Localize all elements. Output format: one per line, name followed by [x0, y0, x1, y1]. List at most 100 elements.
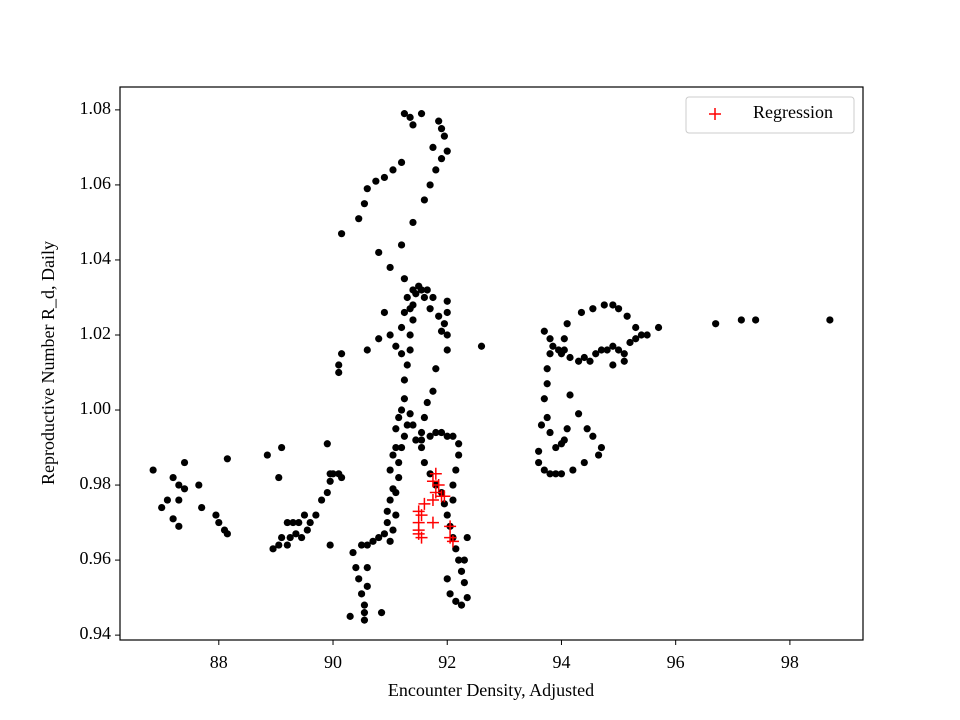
- data-point: [386, 263, 394, 272]
- data-point: [429, 143, 437, 152]
- data-point: [826, 316, 834, 324]
- regression-point: [426, 494, 439, 507]
- data-point: [426, 305, 434, 313]
- data-point: [654, 323, 663, 332]
- data-point: [278, 443, 286, 452]
- data-point: [452, 545, 460, 553]
- data-point: [180, 485, 189, 493]
- data-point: [400, 395, 409, 403]
- data-point: [406, 346, 414, 354]
- data-point: [597, 443, 606, 452]
- data-point: [395, 413, 403, 422]
- data-point: [423, 286, 431, 294]
- data-point: [323, 440, 331, 448]
- data-point: [403, 293, 411, 302]
- data-point: [395, 473, 403, 482]
- regression-point: [415, 509, 428, 522]
- data-point: [337, 473, 346, 482]
- data-point: [614, 305, 623, 313]
- data-point: [440, 320, 448, 328]
- data-point: [457, 601, 466, 609]
- data-point: [295, 518, 303, 527]
- regression-point: [415, 531, 428, 544]
- data-point: [546, 428, 554, 437]
- data-point: [423, 398, 431, 407]
- data-point: [557, 470, 566, 478]
- data-point: [443, 432, 451, 440]
- data-point: [566, 353, 574, 362]
- data-point: [363, 346, 371, 354]
- data-point: [420, 196, 428, 204]
- data-point: [275, 541, 283, 549]
- data-point: [337, 230, 346, 238]
- data-point: [540, 327, 548, 335]
- y-tick-label: 1.06: [80, 173, 112, 193]
- data-point: [363, 541, 371, 549]
- data-point: [355, 215, 363, 223]
- data-point: [449, 481, 457, 489]
- data-point: [540, 395, 548, 403]
- data-point: [406, 305, 414, 313]
- data-point: [326, 477, 334, 485]
- data-point: [392, 443, 400, 452]
- data-point: [360, 601, 369, 609]
- data-point: [306, 518, 314, 527]
- data-point: [283, 541, 291, 549]
- data-point: [477, 342, 486, 350]
- data-point: [406, 331, 414, 339]
- data-point: [589, 305, 597, 313]
- regression-point: [446, 535, 459, 548]
- data-point: [389, 526, 397, 534]
- data-point: [580, 458, 588, 467]
- data-point: [397, 350, 406, 358]
- y-tick-label: 1.04: [80, 248, 112, 268]
- data-point: [597, 346, 606, 354]
- data-point: [400, 275, 409, 283]
- data-point: [632, 335, 640, 343]
- data-point: [443, 297, 451, 305]
- data-point: [643, 331, 651, 339]
- legend: Regression: [685, 96, 855, 134]
- data-point: [163, 496, 172, 504]
- data-point: [326, 541, 334, 549]
- x-axis-label: Encounter Density, Adjusted: [388, 680, 594, 700]
- data-point: [620, 357, 628, 365]
- data-point: [386, 537, 394, 545]
- data-point: [557, 350, 566, 358]
- data-point: [440, 500, 448, 508]
- data-point: [437, 428, 446, 437]
- data-point: [303, 526, 311, 534]
- data-point: [352, 563, 360, 572]
- data-point: [392, 488, 400, 497]
- y-axis-label: Reproductive Number R_d, Daily: [38, 241, 58, 485]
- data-point: [589, 432, 597, 440]
- data-point: [283, 518, 291, 527]
- data-point: [446, 590, 454, 598]
- data-point: [180, 458, 189, 467]
- data-point: [375, 335, 383, 343]
- data-point: [363, 582, 371, 590]
- data-point: [363, 185, 371, 193]
- legend-box: [685, 96, 855, 134]
- data-point: [409, 121, 417, 129]
- data-point: [380, 530, 389, 538]
- data-point: [543, 365, 551, 373]
- x-tick-label: 98: [781, 652, 799, 672]
- data-point: [463, 594, 471, 602]
- data-point: [380, 173, 389, 182]
- data-point: [363, 563, 371, 572]
- data-point: [560, 335, 568, 343]
- data-point: [603, 346, 611, 354]
- data-point: [437, 327, 446, 335]
- data-point: [737, 316, 745, 324]
- data-point: [632, 323, 640, 332]
- data-point: [546, 335, 554, 343]
- regression-point: [444, 520, 457, 533]
- data-point: [443, 575, 451, 583]
- data-point: [169, 473, 177, 482]
- x-tick-label: 94: [552, 652, 570, 672]
- data-point: [577, 308, 586, 317]
- data-point: [455, 440, 463, 448]
- data-point: [552, 470, 560, 478]
